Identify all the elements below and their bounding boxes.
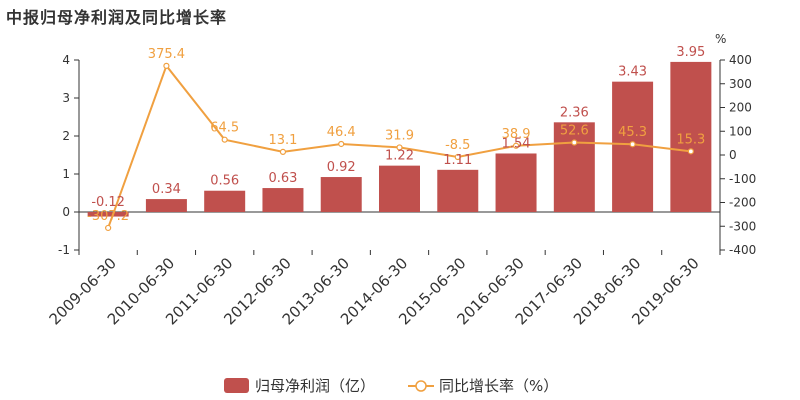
bar-data-label: 2.36: [560, 105, 589, 120]
y-right-tick-label: 200: [729, 101, 752, 115]
chart-title: 中报归母净利润及同比增长率: [6, 8, 228, 27]
bar: [320, 177, 362, 212]
bar: [87, 212, 129, 217]
bar: [145, 199, 187, 212]
y-right-tick-label: 100: [729, 124, 752, 138]
bar: [670, 61, 712, 213]
line-data-label: 31.9: [385, 128, 414, 143]
growth-point: [338, 140, 345, 148]
growth-point: [396, 144, 403, 151]
growth-point: [279, 148, 287, 155]
line-data-label: 375.4: [148, 47, 185, 62]
line-data-label: 15.3: [676, 132, 705, 147]
y-right-unit: %: [715, 32, 726, 46]
line-data-label: 13.1: [268, 133, 297, 148]
line-data-label: 52.6: [560, 124, 589, 139]
bar-data-label: 1.11: [443, 153, 472, 168]
growth-point: [454, 153, 461, 161]
bar-data-label: -0.12: [91, 195, 125, 210]
legend-line-label: 同比增长率（%）: [439, 377, 558, 395]
y-right-tick-label: 300: [729, 77, 752, 91]
bar-data-label: 1.54: [502, 136, 531, 151]
bar: [495, 153, 537, 212]
bar-data-label: 0.34: [152, 182, 181, 197]
growth-point: [163, 62, 170, 69]
bar: [437, 169, 479, 212]
growth-point: [221, 136, 228, 143]
line-data-label: 64.5: [210, 121, 239, 136]
growth-point: [512, 142, 520, 149]
y-left-tick-label: 2: [62, 129, 70, 143]
line-data-label: 45.3: [618, 125, 647, 140]
y-left-tick-label: 3: [62, 91, 70, 105]
y-right-tick-label: -400: [729, 243, 756, 257]
y-right-tick-label: -200: [729, 196, 756, 210]
growth-point: [571, 139, 578, 146]
y-right-tick-label: -300: [729, 219, 756, 233]
y-right-tick-label: 0: [729, 148, 737, 162]
bar: [553, 122, 595, 212]
bar: [262, 188, 304, 212]
bar: [379, 165, 420, 212]
line-data-label: 46.4: [327, 125, 356, 140]
bar-data-label: 0.63: [268, 171, 297, 186]
legend-line-marker: [415, 380, 427, 392]
bar-data-label: 3.43: [618, 65, 647, 80]
line-data-label: 38.9: [502, 127, 531, 142]
bar-data-label: 0.56: [210, 174, 239, 189]
bar: [204, 190, 246, 212]
y-left-tick-label: 4: [62, 53, 70, 67]
line-data-label: -307.2: [87, 209, 129, 224]
bar-data-label: 1.22: [385, 149, 414, 164]
bar-data-label: 3.95: [676, 45, 705, 60]
legend-bar-label: 归母净利润（亿）: [255, 377, 375, 395]
legend-bar-swatch: [224, 378, 249, 393]
y-left-tick-label: -1: [58, 243, 70, 257]
y-left-tick-label: 0: [62, 205, 70, 219]
line-data-label: -8.5: [445, 138, 470, 153]
y-right-tick-label: 400: [729, 53, 752, 67]
y-left-tick-label: 1: [62, 167, 70, 181]
growth-point: [105, 224, 112, 232]
y-right-tick-label: -100: [729, 172, 756, 186]
growth-point: [687, 148, 694, 155]
bar-data-label: 0.92: [327, 160, 356, 175]
growth-point: [629, 141, 636, 148]
